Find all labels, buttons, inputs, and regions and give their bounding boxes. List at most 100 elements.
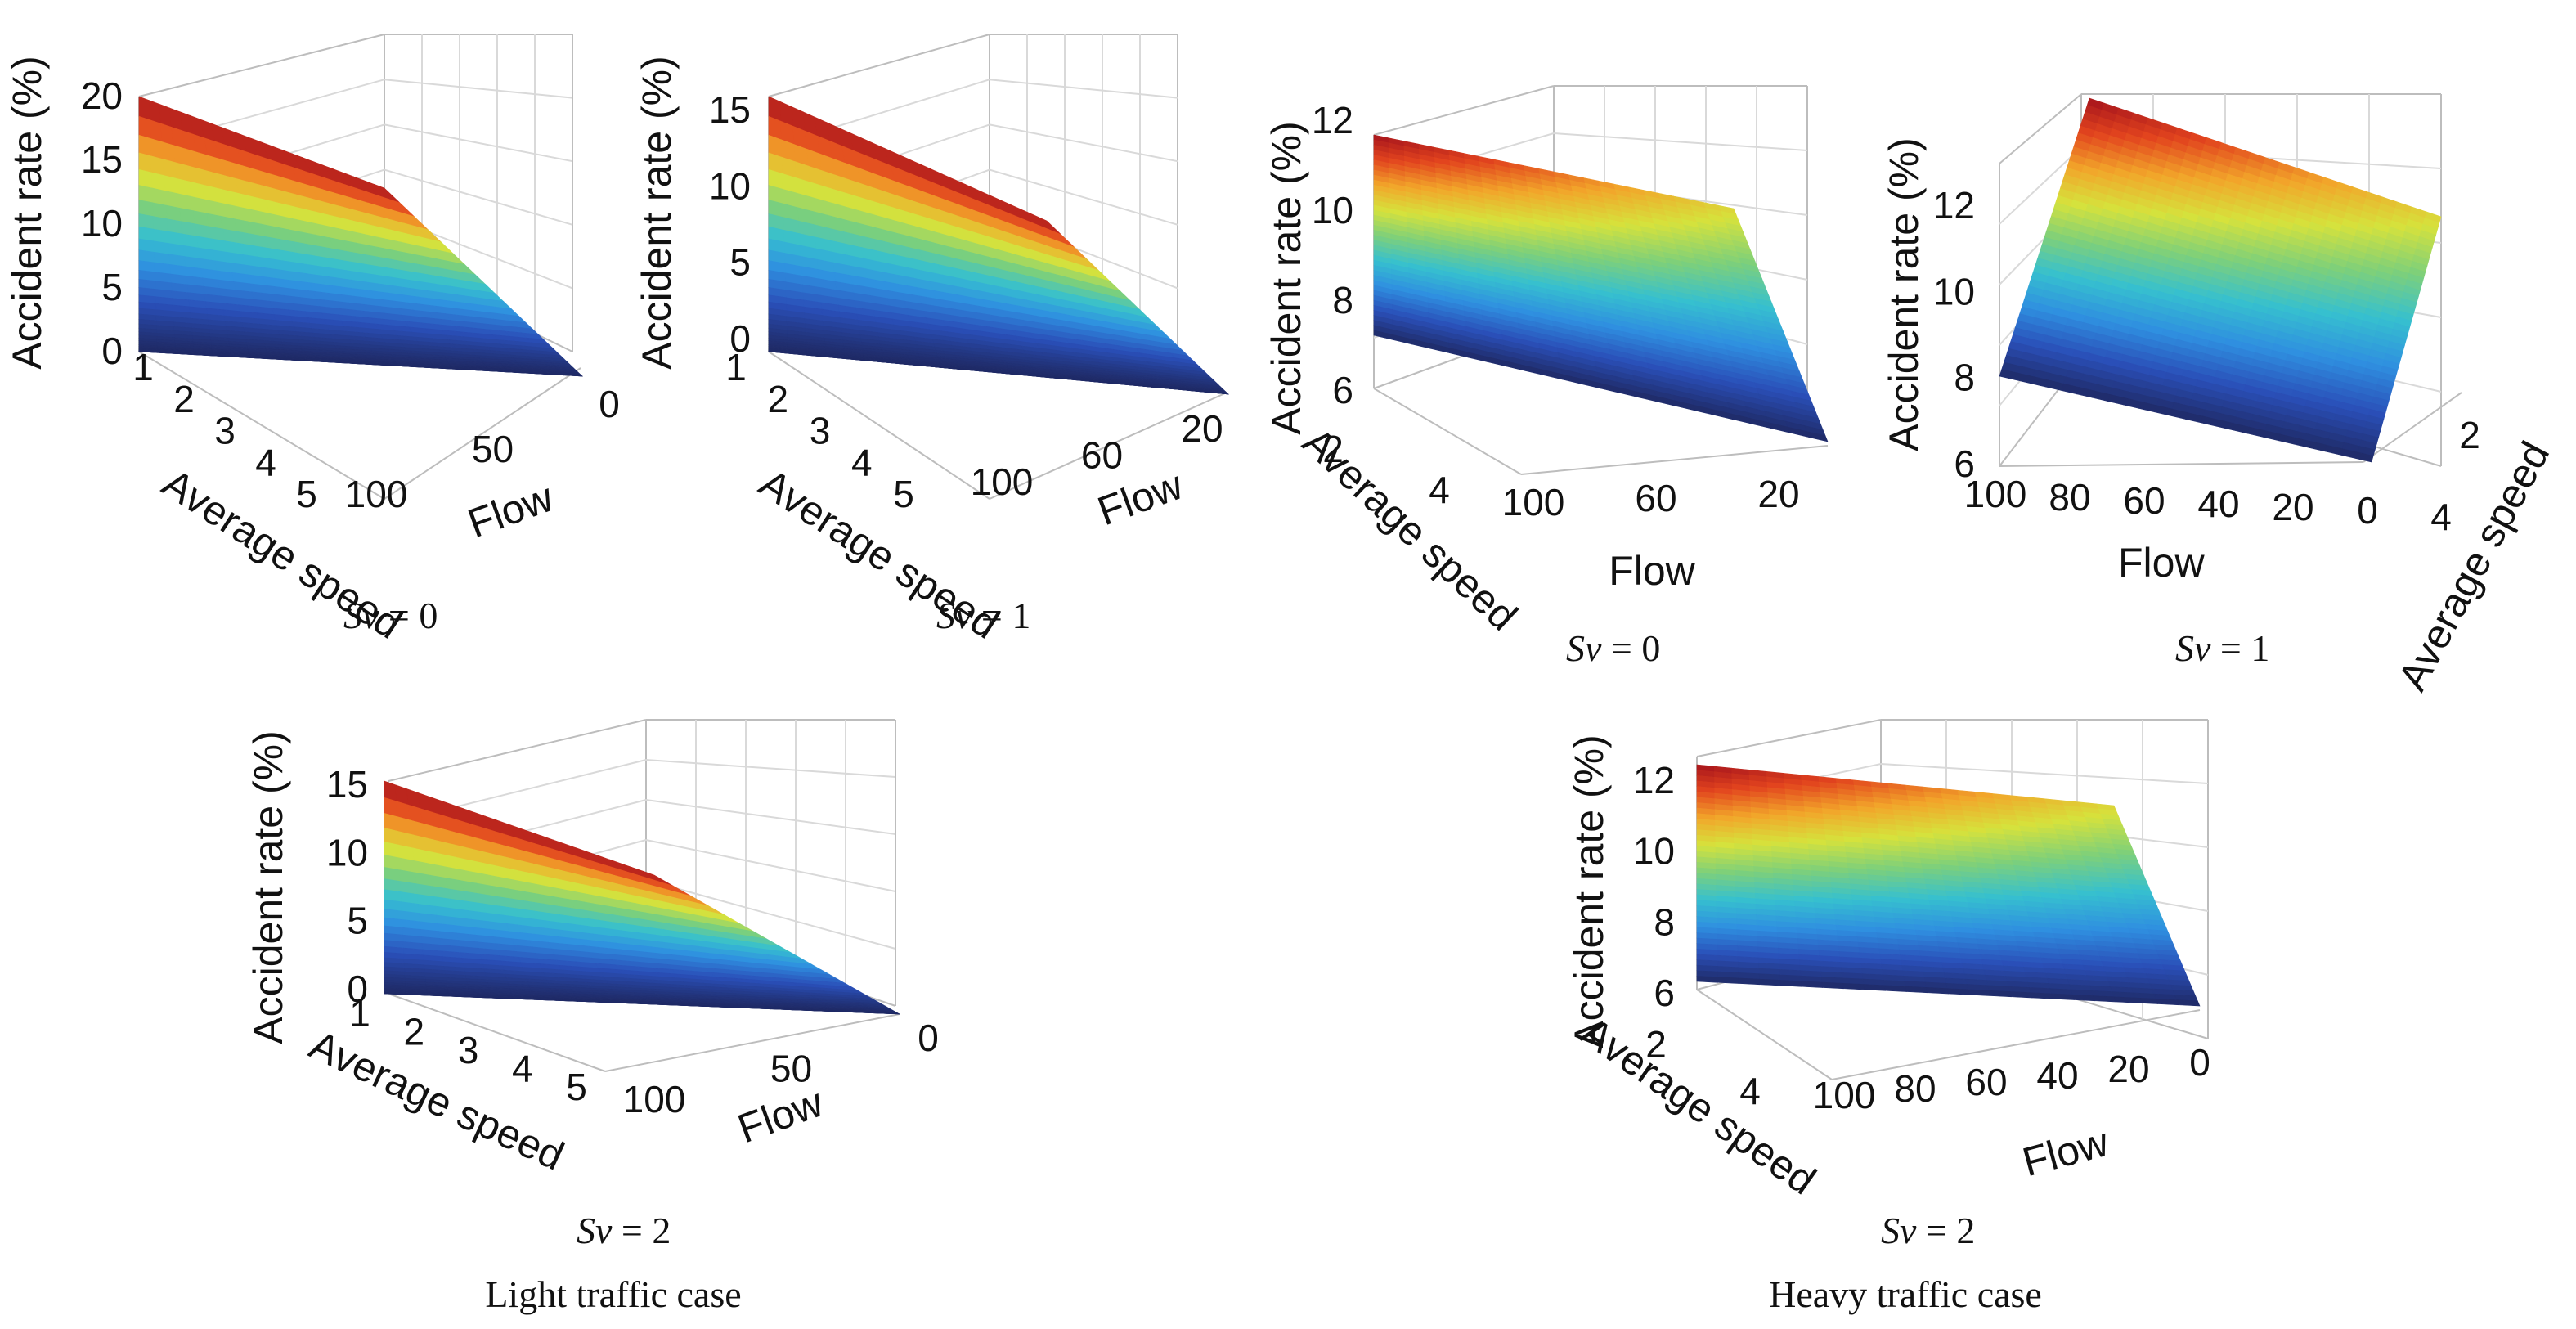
x-tick-label: 1 — [725, 346, 747, 388]
grid-line — [645, 759, 896, 778]
z-tick-label: 20 — [81, 74, 123, 117]
grid-line — [989, 79, 1178, 99]
x-tick-label: 100 — [1964, 473, 2027, 515]
axis-box-line — [138, 34, 385, 97]
grid-line — [384, 79, 573, 99]
surface-patch — [149, 119, 163, 142]
x-tick-label: 1 — [132, 346, 154, 388]
grid-line — [989, 123, 1178, 163]
axis-box-line — [1373, 85, 1555, 136]
z-tick-label: 12 — [1312, 99, 1353, 141]
y-tick-label: 20 — [1757, 473, 1799, 515]
x-tick-label: 4 — [512, 1048, 533, 1090]
axis-box-line — [138, 351, 385, 500]
z-tick-label: 5 — [729, 241, 751, 284]
axis-box-line — [1696, 989, 1833, 1080]
x-tick-label: 4 — [851, 441, 873, 483]
z-tick-label: 6 — [1332, 369, 1353, 411]
surface-patch — [563, 375, 583, 377]
y-tick-label: 50 — [472, 428, 514, 470]
z-tick-label: 10 — [81, 202, 123, 245]
z-tick-label: 0 — [101, 330, 123, 372]
surface-patch — [138, 115, 151, 139]
x-tick-label: 60 — [2123, 479, 2165, 522]
z-axis-label: Accident rate (%) — [4, 56, 50, 369]
axis-box-line — [1373, 388, 1522, 475]
surface-patch — [138, 185, 153, 204]
x-tick-label: 2 — [767, 378, 788, 420]
x-tick-label: 3 — [214, 410, 236, 452]
x-tick-label: 4 — [1429, 469, 1450, 511]
x-tick-label: 0 — [2357, 489, 2378, 532]
z-axis-label: Accident rate (%) — [1263, 121, 1309, 434]
y-axis-label: Flow — [1609, 548, 1695, 594]
y-tick-label: 60 — [1081, 434, 1123, 477]
surface-light-sv0 — [138, 96, 583, 377]
surface-patch — [138, 200, 154, 217]
z-tick-label: 10 — [1312, 189, 1353, 231]
surface-patch — [138, 152, 152, 173]
surface-patch — [138, 134, 152, 157]
axis-box-line — [1999, 461, 2364, 467]
grid-line — [384, 168, 573, 226]
x-tick-label: 5 — [296, 473, 317, 515]
surface-heavy-sv1 — [1999, 97, 2442, 463]
y-tick-label: 100 — [623, 1078, 686, 1120]
y-tick-label: 0 — [918, 1017, 939, 1059]
x-axis-label: Average speed — [1294, 419, 1526, 640]
surface-patch — [150, 155, 165, 177]
x-tick-label: 20 — [2272, 486, 2313, 528]
y-axis-label: Flow — [732, 1079, 829, 1152]
surface-light-sv2 — [384, 780, 900, 1015]
x-tick-label: 3 — [810, 410, 831, 452]
z-tick-label: 10 — [709, 164, 751, 207]
z-tick-label: 12 — [1933, 184, 1975, 227]
z-tick-label: 15 — [326, 763, 368, 806]
y-axis-label: Average speed — [2390, 434, 2559, 698]
axis-box-line — [1999, 93, 2082, 164]
surface-patch — [138, 168, 153, 189]
axis-box-line — [384, 367, 581, 500]
x-tick-label: 4 — [255, 441, 276, 483]
y-tick-label: 100 — [1502, 481, 1565, 523]
grid-line — [645, 799, 896, 835]
axis-box-line — [604, 1013, 900, 1072]
x-tick-label: 40 — [2197, 483, 2239, 525]
x-tick-label: 5 — [893, 473, 914, 515]
x-tick-label: 2 — [403, 1011, 424, 1053]
surface-patch — [138, 96, 150, 121]
axis-box-line — [388, 719, 647, 782]
surface-light-sv1 — [768, 96, 1229, 395]
x-axis-label: Flow — [2118, 540, 2205, 586]
surface-patch — [150, 137, 164, 160]
z-tick-label: 10 — [326, 831, 368, 873]
z-tick-label: 5 — [347, 900, 368, 942]
z-tick-label: 8 — [1332, 279, 1353, 321]
z-axis-label: Accident rate (%) — [245, 730, 291, 1044]
x-tick-label: 2 — [173, 378, 195, 420]
axis-box-line — [768, 34, 990, 97]
y-tick-label: 100 — [971, 460, 1034, 503]
y-axis-label: Flow — [462, 474, 559, 546]
grid-line — [989, 168, 1178, 226]
z-tick-label: 10 — [1933, 270, 1975, 312]
y-tick-label: 4 — [2430, 496, 2452, 538]
z-tick-label: 15 — [709, 88, 751, 131]
x-tick-label: 5 — [566, 1066, 587, 1108]
surface-heavy-sv0 — [1373, 134, 1829, 442]
grid-line — [1553, 132, 1808, 151]
y-tick-label: 2 — [2459, 414, 2480, 456]
axis-box-line — [989, 392, 1227, 500]
grid-line — [384, 123, 573, 163]
z-axis-label: Accident rate (%) — [634, 56, 680, 369]
y-tick-label: 60 — [1635, 477, 1676, 519]
axis-box-line — [1520, 445, 1829, 475]
y-tick-label: 20 — [1181, 407, 1223, 450]
